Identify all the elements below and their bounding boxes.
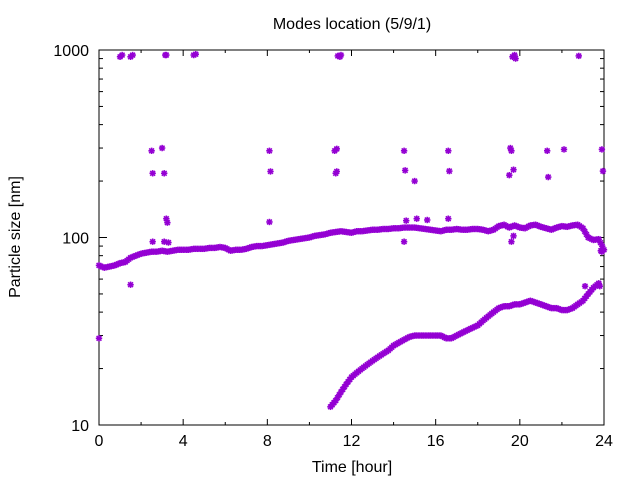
data-point-sparse <box>148 147 155 155</box>
data-point-sparse <box>149 170 156 177</box>
data-point-sparse <box>161 170 168 177</box>
data-point-sparse <box>596 282 603 290</box>
data-point-sparse <box>411 177 418 185</box>
x-tick-label: 20 <box>511 433 529 450</box>
data-point-sparse <box>129 51 136 59</box>
data-point-sparse <box>400 147 408 155</box>
data-point-sparse <box>506 171 513 179</box>
data-point-sparse <box>127 281 134 288</box>
data-point-sparse <box>508 147 515 155</box>
plot-frame <box>98 49 605 426</box>
data-point-sparse <box>192 50 199 58</box>
x-tick-label: 4 <box>179 433 188 450</box>
x-axis-label: Time [hour] <box>312 459 392 476</box>
data-point-sparse <box>337 51 345 59</box>
data-point-sparse <box>581 282 589 290</box>
data-point-sparse <box>508 238 515 245</box>
y-axis-label: Particle size [nm] <box>7 176 24 298</box>
data-point-sparse <box>149 238 156 245</box>
data-point-sparse <box>266 147 273 155</box>
chart-title: Modes location (5/9/1) <box>273 16 431 33</box>
data-point-sparse <box>424 216 431 224</box>
data-point-sparse <box>333 145 340 153</box>
data-point-sparse <box>158 144 166 152</box>
data-point-sparse <box>445 215 452 222</box>
data-point-sparse <box>163 215 170 222</box>
data-point-sparse <box>403 217 410 224</box>
data-point-sparse <box>332 170 339 177</box>
x-tick-label: 12 <box>343 433 361 450</box>
x-tick-label: 24 <box>595 433 613 450</box>
data-point-sparse <box>400 238 408 245</box>
data-point-sparse <box>575 52 582 60</box>
data-point-sparse <box>165 239 172 246</box>
data-point-sparse <box>560 146 568 153</box>
data-point-sparse <box>599 167 607 175</box>
x-axis: 0 4 8 12 16 20 24 <box>95 50 613 450</box>
data-point-sparse <box>118 51 126 59</box>
data-points <box>95 50 608 411</box>
data-point-sparse <box>545 173 552 181</box>
x-tick-label: 0 <box>95 433 104 450</box>
data-point-sparse <box>266 218 273 226</box>
y-tick-label: 10 <box>71 418 89 435</box>
y-tick-label: 1000 <box>53 43 89 60</box>
x-tick-label: 16 <box>427 433 445 450</box>
data-point-sparse <box>512 55 519 62</box>
data-point-sparse <box>413 215 420 222</box>
data-point-sparse <box>446 167 453 175</box>
data-point-sparse <box>267 168 274 175</box>
y-tick-label: 100 <box>62 231 89 248</box>
data-point-sparse <box>597 247 605 254</box>
data-point-sparse <box>543 147 551 155</box>
data-point-sparse <box>445 147 452 155</box>
data-point-sparse <box>163 51 170 59</box>
data-point-sparse <box>510 232 517 240</box>
data-point-sparse <box>95 335 103 342</box>
data-point-sparse <box>598 146 606 153</box>
data-point-sparse <box>401 167 409 174</box>
data-point-sparse <box>510 166 517 173</box>
y-axis: 10 100 1000 <box>53 43 604 435</box>
x-tick-label: 8 <box>263 433 272 450</box>
